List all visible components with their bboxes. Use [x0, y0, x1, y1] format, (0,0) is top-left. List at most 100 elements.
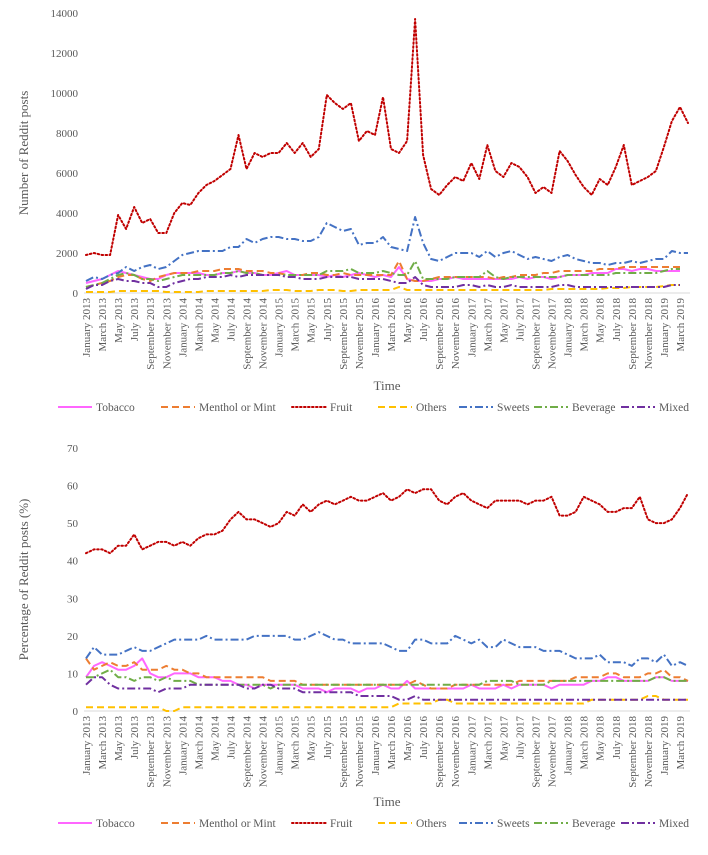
x-tick-label: January 2013 [81, 716, 93, 775]
legend-label: Fruit [330, 818, 353, 830]
series-line-sweets [85, 216, 688, 282]
x-tick-label: July 2013 [129, 716, 141, 760]
x-tick-label: September 2016 [434, 298, 446, 370]
series-line-mixed [85, 676, 688, 701]
x-axis-title: Time [374, 794, 401, 809]
x-tick-label: March 2018 [579, 298, 591, 352]
x-tick-label: November 2013 [161, 716, 173, 788]
legend-label: Menthol or Mint [199, 818, 276, 830]
x-tick-label: May 2017 [498, 716, 510, 761]
x-tick-label: May 2014 [209, 716, 221, 761]
legend-label: Mixed [659, 402, 689, 414]
legend-label: Others [416, 818, 447, 830]
x-tick-label: March 2017 [482, 716, 494, 770]
series-line-others [86, 284, 680, 293]
legend-label: Tobacco [96, 402, 135, 414]
x-tick-label: May 2015 [306, 298, 318, 343]
y-tick-label: 0 [73, 706, 79, 718]
x-tick-label: November 2016 [450, 716, 462, 788]
x-tick-label: September 2018 [627, 298, 639, 370]
x-tick-label: May 2013 [113, 716, 125, 761]
x-tick-label: March 2019 [675, 298, 687, 352]
x-tick-label: January 2019 [659, 298, 671, 357]
series-line-beverage [86, 668, 688, 690]
y-axis-title: Percentage of Reddit posts (%) [16, 499, 31, 661]
x-tick-label: September 2017 [530, 716, 542, 788]
y-tick-label: 4000 [56, 208, 79, 220]
x-tick-label: September 2016 [434, 716, 446, 788]
x-tick-label: July 2017 [514, 716, 526, 760]
x-tick-label: May 2014 [209, 298, 221, 343]
x-tick-label: January 2018 [563, 716, 575, 775]
series-line-sweets [85, 631, 689, 667]
x-tick-label: November 2014 [258, 716, 270, 788]
legend-label: Tobacco [96, 818, 135, 830]
x-axis-title: Time [374, 378, 401, 393]
y-tick-label: 2000 [56, 248, 79, 260]
x-tick-label: January 2015 [274, 716, 286, 775]
x-tick-label: March 2014 [193, 716, 205, 770]
x-tick-label: March 2016 [386, 298, 398, 352]
x-tick-label: March 2015 [290, 298, 302, 352]
x-tick-label: September 2018 [627, 716, 639, 788]
series-line-menthol-or-mint [85, 260, 680, 288]
series-line-others [86, 695, 688, 712]
series-line-tobacco [85, 657, 688, 694]
y-tick-label: 30 [67, 593, 79, 605]
x-tick-label: July 2016 [418, 298, 430, 342]
x-tick-label: March 2014 [193, 298, 205, 352]
x-tick-label: November 2018 [643, 298, 655, 370]
y-axis-title: Number of Reddit posts [16, 91, 31, 216]
x-tick-label: November 2017 [547, 298, 559, 370]
x-tick-label: January 2013 [81, 298, 93, 357]
y-tick-label: 20 [67, 631, 79, 643]
x-tick-label: May 2013 [113, 298, 125, 343]
chart-1: 0 2000 4000 6000 8000 10000 12000 14000 Number o… [16, 8, 690, 414]
x-tick-label: March 2013 [97, 298, 109, 352]
x-tick-label: November 2013 [161, 298, 173, 370]
x-tick-label: November 2017 [547, 716, 559, 788]
x-tick-label: May 2016 [402, 716, 414, 761]
x-tick-label: May 2018 [595, 298, 607, 343]
y-tick-label: 10 [67, 668, 79, 680]
legend-label: Others [416, 402, 447, 414]
x-tick-label: September 2014 [242, 298, 254, 370]
y-tick-label: 8000 [56, 128, 79, 140]
legend-label: Sweets [497, 818, 530, 830]
y-tick-label: 14000 [51, 8, 79, 20]
x-tick-label: July 2015 [322, 716, 334, 760]
series-line-menthol-or-mint [85, 657, 689, 690]
series-line-mixed [85, 274, 680, 290]
x-tick-label: January 2019 [659, 716, 671, 775]
y-tick-label: 40 [67, 556, 79, 568]
y-tick-label: 70 [67, 443, 79, 455]
x-tick-label: September 2017 [530, 298, 542, 370]
x-tick-label: March 2017 [482, 298, 494, 352]
x-tick-label: July 2013 [129, 298, 141, 342]
legend-label: Sweets [497, 402, 530, 414]
x-tick-label: March 2018 [579, 716, 591, 770]
x-tick-label: January 2017 [466, 298, 478, 357]
x-tick-label: January 2014 [177, 716, 189, 775]
x-tick-label: September 2014 [242, 716, 254, 788]
legend-label: Mixed [659, 818, 689, 830]
x-tick-label: July 2018 [611, 716, 623, 760]
x-tick-label: May 2015 [306, 716, 318, 761]
y-tick-label: 10000 [51, 88, 79, 100]
x-tick-label: March 2015 [290, 716, 302, 770]
x-tick-label: January 2014 [177, 298, 189, 357]
legend: Tobacco Menthol or Mint Fruit Others Sweets B… [58, 402, 689, 414]
x-tick-label: January 2018 [563, 298, 575, 357]
x-tick-label: May 2016 [402, 298, 414, 343]
legend-label: Menthol or Mint [199, 402, 276, 414]
x-tick-label: November 2014 [258, 298, 270, 370]
y-tick-label: 60 [67, 481, 79, 493]
x-tick-label: November 2018 [643, 716, 655, 788]
x-tick-label: January 2015 [274, 298, 286, 357]
x-tick-label: January 2016 [370, 716, 382, 775]
series-line-fruit [85, 488, 689, 555]
x-tick-label: July 2018 [611, 298, 623, 342]
x-tick-label: March 2019 [675, 716, 687, 770]
